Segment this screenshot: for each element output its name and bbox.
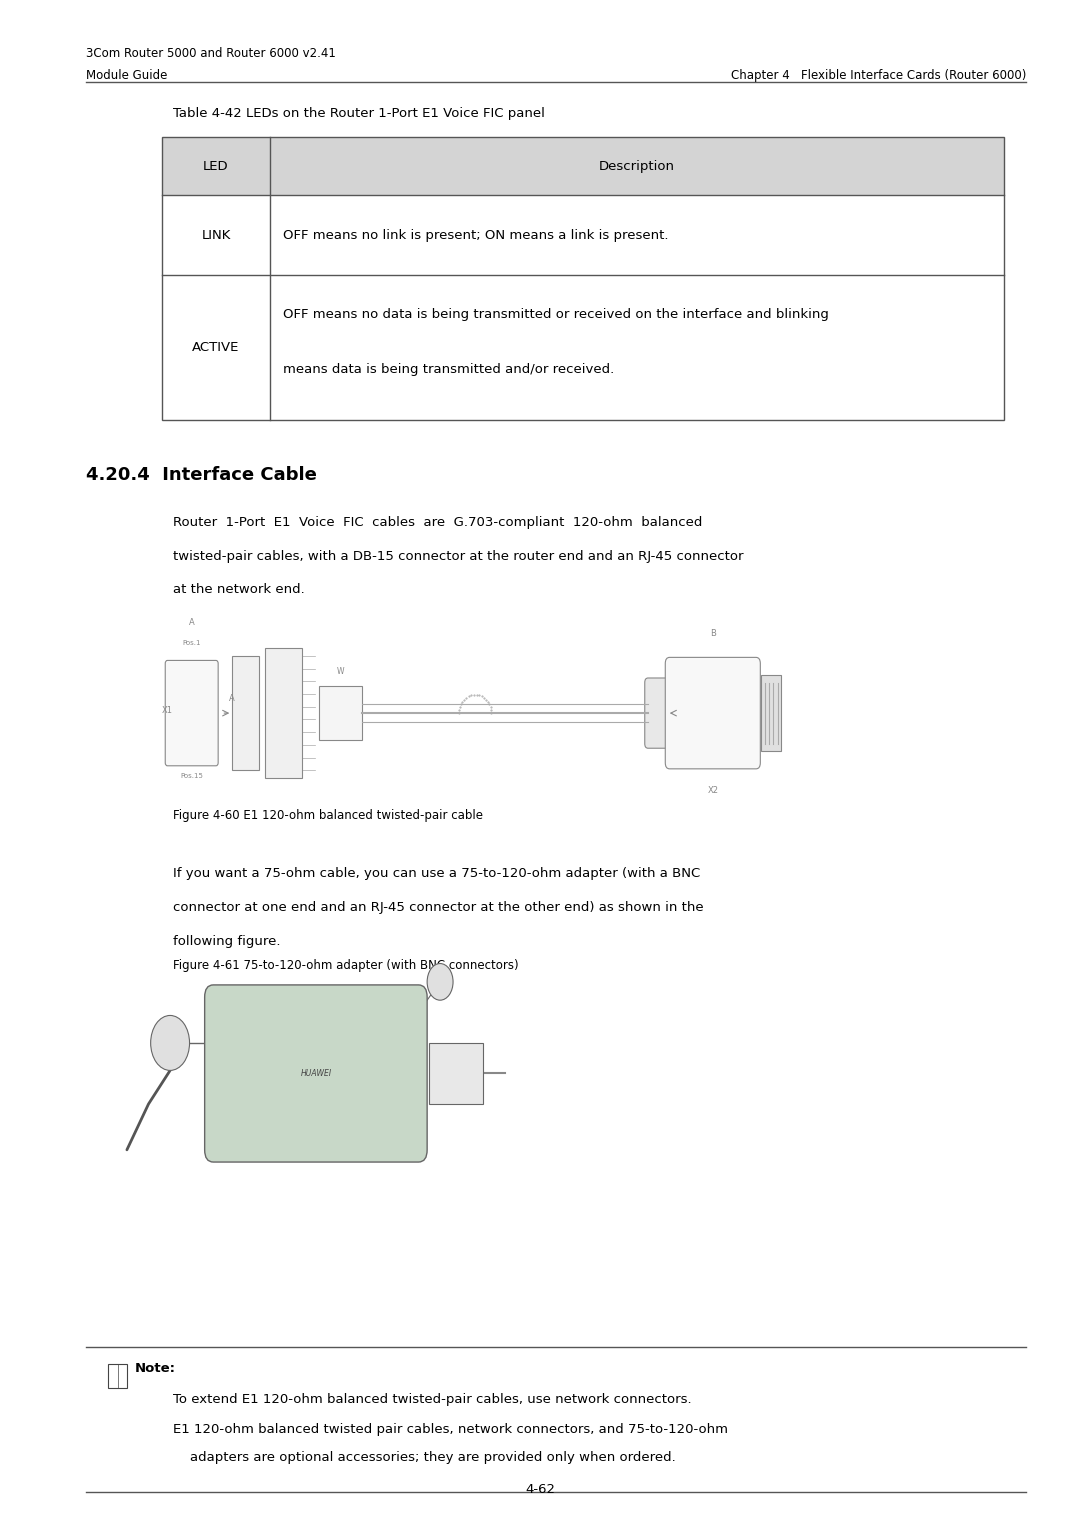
Text: adapters are optional accessories; they are provided only when ordered.: adapters are optional accessories; they … [173,1451,676,1464]
Text: means data is being transmitted and/or received.: means data is being transmitted and/or r… [283,363,615,377]
Text: To extend E1 120-ohm balanced twisted-pair cables, use network connectors.: To extend E1 120-ohm balanced twisted-pa… [173,1393,691,1406]
Text: following figure.: following figure. [173,935,281,948]
Text: ACTIVE: ACTIVE [192,341,240,354]
Text: Pos.1: Pos.1 [183,640,201,646]
Text: X1: X1 [162,705,173,715]
Text: LINK: LINK [201,229,231,241]
FancyBboxPatch shape [645,678,673,748]
FancyBboxPatch shape [204,985,428,1162]
Bar [429,1043,483,1104]
Circle shape [428,964,454,1000]
Text: Chapter 4   Flexible Interface Cards (Router 6000): Chapter 4 Flexible Interface Cards (Rout… [731,69,1026,82]
Text: twisted-pair cables, with a DB-15 connector at the router end and an RJ-45 conne: twisted-pair cables, with a DB-15 connec… [173,550,743,563]
Bar [761,675,781,751]
Bar [162,137,1004,420]
Text: A: A [189,618,194,628]
Text: Note:: Note: [135,1362,176,1376]
Circle shape [150,1015,189,1070]
Text: at the network end.: at the network end. [173,583,305,597]
Bar [232,657,259,771]
Text: Description: Description [599,160,675,173]
Text: 4-62: 4-62 [525,1483,555,1496]
Text: 4.20.4  Interface Cable: 4.20.4 Interface Cable [86,466,318,484]
FancyBboxPatch shape [265,649,302,779]
Text: B: B [710,629,716,638]
Text: Table 4-42 LEDs on the Router 1-Port E1 Voice FIC panel: Table 4-42 LEDs on the Router 1-Port E1 … [173,107,544,121]
Bar [108,1364,127,1388]
Text: Figure 4-60 E1 120-ohm balanced twisted-pair cable: Figure 4-60 E1 120-ohm balanced twisted-… [173,809,483,823]
Text: OFF means no link is present; ON means a link is present.: OFF means no link is present; ON means a… [283,229,669,241]
Text: W: W [337,667,343,676]
Text: Router  1-Port  E1  Voice  FIC  cables  are  G.703-compliant  120-ohm  balanced: Router 1-Port E1 Voice FIC cables are G.… [173,516,702,530]
Bar [319,687,362,741]
Text: Module Guide: Module Guide [86,69,167,82]
Text: connector at one end and an RJ-45 connector at the other end) as shown in the: connector at one end and an RJ-45 connec… [173,901,703,915]
Text: LED: LED [203,160,229,173]
Text: Pos.15: Pos.15 [180,773,203,779]
Bar [162,137,1004,195]
Text: A: A [229,693,234,702]
Text: E1 120-ohm balanced twisted pair cables, network connectors, and 75-to-120-ohm: E1 120-ohm balanced twisted pair cables,… [173,1423,728,1437]
FancyBboxPatch shape [665,658,760,770]
Text: If you want a 75-ohm cable, you can use a 75-to-120-ohm adapter (with a BNC: If you want a 75-ohm cable, you can use … [173,867,700,881]
Text: OFF means no data is being transmitted or received on the interface and blinking: OFF means no data is being transmitted o… [283,308,828,322]
Text: X2: X2 [707,786,718,796]
FancyBboxPatch shape [165,661,218,767]
Text: HUAWEI: HUAWEI [300,1069,332,1078]
Text: Figure 4-61 75-to-120-ohm adapter (with BNC connectors): Figure 4-61 75-to-120-ohm adapter (with … [173,959,518,973]
Text: 3Com Router 5000 and Router 6000 v2.41: 3Com Router 5000 and Router 6000 v2.41 [86,47,336,61]
